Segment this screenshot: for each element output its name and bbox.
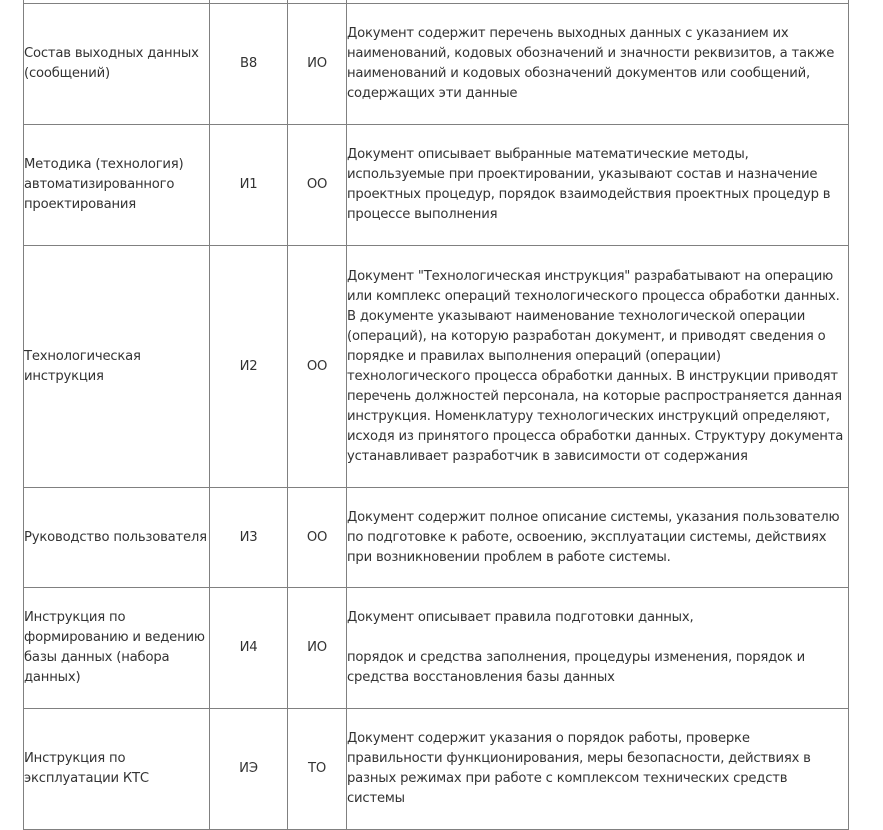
doc-code: И1: [209, 124, 288, 246]
doc-description-part1: Документ описывает правила подготовки да…: [347, 610, 694, 625]
documents-table: Состав выходных данных (сообщений) В8 ИО…: [23, 0, 849, 830]
table-row: Технологическая инструкция И2 ОО Докумен…: [23, 245, 849, 488]
table-row: Состав выходных данных (сообщений) В8 ИО…: [23, 3, 849, 125]
doc-type: ОО: [287, 245, 347, 488]
doc-code: И3: [209, 487, 288, 588]
doc-name: Технологическая инструкция: [23, 245, 210, 488]
doc-description: Документ содержит полное описание систем…: [346, 487, 849, 588]
doc-code: И4: [209, 587, 288, 709]
doc-description-part2: порядок и средства заполнения, процедуры…: [347, 650, 806, 685]
doc-description: Документ "Технологическая инструкция" ра…: [346, 245, 849, 488]
table-row: Руководство пользователя И3 ОО Документ …: [23, 487, 849, 588]
table-row: Инструкция по формированию и ведению баз…: [23, 587, 849, 709]
doc-name: Инструкция по эксплуатации КТС: [23, 708, 210, 830]
doc-name: Методика (технология) автоматизированног…: [23, 124, 210, 246]
doc-code: В8: [209, 3, 288, 125]
table-row: Методика (технология) автоматизированног…: [23, 124, 849, 246]
doc-name: Руководство пользователя: [23, 487, 210, 588]
doc-type: ОО: [287, 487, 347, 588]
doc-name: Инструкция по формированию и ведению баз…: [23, 587, 210, 709]
doc-description: Документ описывает выбранные математичес…: [346, 124, 849, 246]
doc-code: ИЭ: [209, 708, 288, 830]
doc-code: И2: [209, 245, 288, 488]
doc-type: ИО: [287, 3, 347, 125]
doc-type: ТО: [287, 708, 347, 830]
doc-description: Документ описывает правила подготовки да…: [346, 587, 849, 709]
doc-type: ОО: [287, 124, 347, 246]
doc-description: Документ содержит перечень выходных данн…: [346, 3, 849, 125]
doc-name: Состав выходных данных (сообщений): [23, 3, 210, 125]
table-row: Инструкция по эксплуатации КТС ИЭ ТО Док…: [23, 708, 849, 830]
doc-type: ИО: [287, 587, 347, 709]
doc-description: Документ содержит указания о порядок раб…: [346, 708, 849, 830]
